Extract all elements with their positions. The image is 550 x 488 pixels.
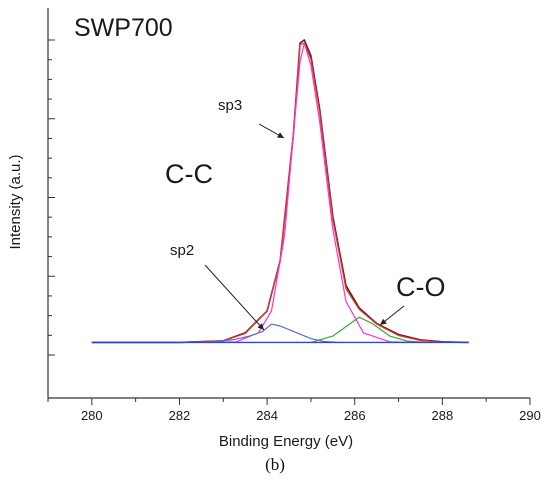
axes: 280 282 284 286 288 290 <box>47 8 541 423</box>
co-component <box>310 316 425 343</box>
x-tick-label: 288 <box>432 408 454 423</box>
panel-label: (b) <box>265 455 285 474</box>
x-tick-label: 290 <box>519 408 541 423</box>
x-tick-label: 280 <box>81 408 103 423</box>
chart-title: SWP700 <box>74 14 173 42</box>
x-axis-title: Binding Energy (eV) <box>219 433 353 450</box>
sp3-arrow-head <box>277 132 284 138</box>
y-axis-title: Intensity (a.u.) <box>7 154 24 249</box>
co-arrow-head <box>380 318 387 325</box>
x-tick-label: 282 <box>169 408 191 423</box>
labels: SWP700 sp3 C-C sp2 C-O Binding Energy (e… <box>7 14 446 474</box>
envelope-fit <box>91 42 469 343</box>
sp2-arrow-head <box>257 323 264 330</box>
curves <box>91 39 469 344</box>
sp2-component <box>201 323 338 343</box>
annotation-sp2: sp2 <box>170 242 194 259</box>
sp3-component <box>201 42 412 343</box>
annotation-sp3: sp3 <box>218 97 242 114</box>
x-tick-label: 284 <box>256 408 278 423</box>
annotation-co: C-O <box>396 272 446 302</box>
x-tick-label: 286 <box>344 408 366 423</box>
annotation-arrows <box>204 123 405 331</box>
sp2-arrow <box>204 264 265 331</box>
annotation-cc: C-C <box>165 159 213 189</box>
